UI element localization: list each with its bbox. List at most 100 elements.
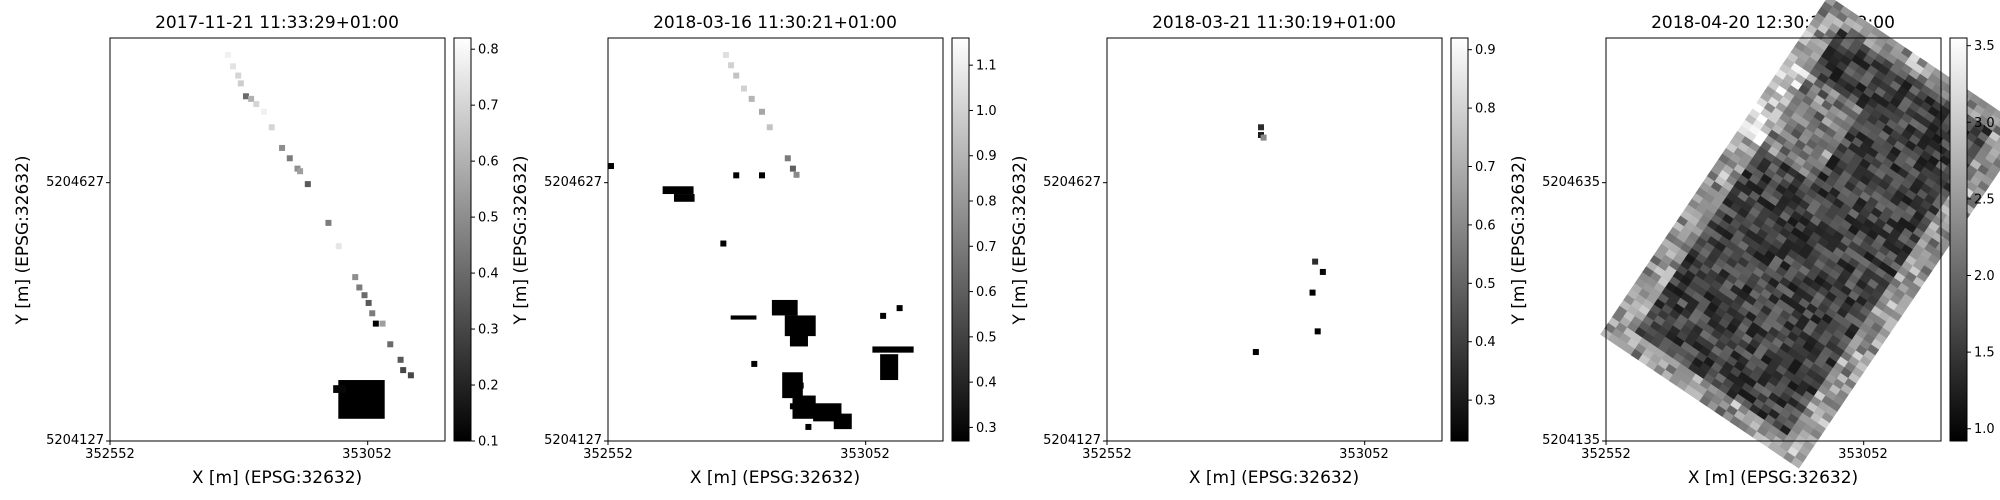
raster-cell [1843,115,1856,127]
raster-cell [1809,231,1822,244]
raster-pixel [230,63,237,70]
raster-cell [1756,97,1769,109]
raster-cell [1843,49,1856,62]
raster-cell [1817,269,1830,282]
raster-cell [1744,376,1758,389]
raster-cell [1885,53,1898,65]
raster-cell [1790,46,1803,59]
raster-cell [1916,254,1929,267]
raster-cell [1870,272,1883,285]
raster-cell [1634,294,1647,306]
raster-cell [1988,147,2000,160]
raster-cell [1889,113,1902,125]
raster-cell [1695,384,1708,397]
raster-cell [1767,293,1780,306]
raster-cell [1790,342,1803,354]
raster-cell [1817,384,1830,397]
raster-cell [1756,409,1769,421]
colorbar-tick-label: 0.5 [976,330,997,345]
raster-cell [1737,289,1750,302]
raster-pixel [253,101,260,108]
raster-cell [1771,222,1784,235]
raster-cell [1832,165,1845,177]
raster-cell [1691,242,1704,254]
raster-cell [1870,338,1883,351]
raster-cell [1638,354,1651,366]
raster-cell [1779,260,1792,273]
raster-cell [1683,286,1697,299]
raster-cell [1893,74,1906,87]
raster-cell [1809,116,1822,129]
raster-cell [1645,260,1659,273]
raster-cell [1874,152,1887,164]
raster-cell [1680,357,1693,370]
raster-cell [1859,256,1872,269]
raster-cell [1649,353,1662,366]
raster-cell [1916,106,1929,119]
raster-cell [1938,72,1952,85]
raster-cell [1668,358,1682,370]
raster-cell [1790,112,1803,124]
raster-cell [1778,96,1792,108]
raster-cell [1619,316,1632,329]
raster-cell [1771,403,1784,415]
raster-cell [1938,105,1952,118]
raster-cell [1908,232,1921,245]
raster-cell [1889,293,1902,306]
raster-cell [1763,184,1777,197]
raster-cell [1847,60,1860,73]
raster-cell [1821,296,1834,309]
raster-cell [1798,380,1811,392]
raster-cell [1752,102,1765,115]
raster-cell [1798,429,1811,441]
raster-cell [1836,225,1849,237]
raster-cell [1622,327,1636,339]
raster-cell [1859,306,1872,318]
raster-cell [1900,63,1914,76]
raster-cell [1839,186,1853,199]
raster-cell [1767,211,1780,224]
raster-cell [1668,276,1681,288]
raster-cell [1683,253,1697,266]
raster-cell [1691,209,1704,222]
raster-cell [1813,78,1826,90]
raster-cell [1744,311,1758,323]
raster-cell [1801,177,1815,189]
raster-cell [1939,171,1952,184]
raster-cell [1900,96,1914,109]
raster-cell [1870,305,1883,318]
raster-cell [1683,319,1697,331]
raster-cell [1836,307,1849,319]
raster-cell [1843,98,1856,111]
raster-cell [1782,189,1796,201]
raster-cell [1634,343,1647,355]
raster-cell [1657,358,1670,371]
x-axis-label: X [m] (EPSG:32632) [1189,468,1359,488]
x-axis-label: X [m] (EPSG:32632) [1688,468,1858,488]
raster-cell [1889,244,1902,257]
raster-cell [1756,277,1769,290]
raster-cell [1729,399,1743,412]
colorbar-tick-label: 0.4 [1475,335,1496,350]
raster-pixel [286,155,293,162]
raster-cell [1786,68,1799,81]
raster-cell [1828,285,1841,298]
raster-cell [1832,82,1845,95]
raster-cell [1844,378,1857,390]
raster-cell [1775,118,1788,130]
raster-cell [1603,322,1617,335]
raster-cell [1748,190,1761,203]
raster-cell [1836,257,1849,270]
raster-cell [1805,253,1819,266]
raster-cell [1695,253,1708,265]
raster-cell [1862,267,1876,280]
raster-cell [1790,424,1804,436]
raster-cell [1756,212,1769,224]
raster-cell [1775,233,1788,245]
raster-pixel [387,341,394,348]
raster-cell [1839,88,1853,100]
raster-pixel [728,62,735,69]
raster-cell [1908,282,1921,294]
raster-cell [1786,380,1800,393]
raster-cell [1874,234,1887,247]
